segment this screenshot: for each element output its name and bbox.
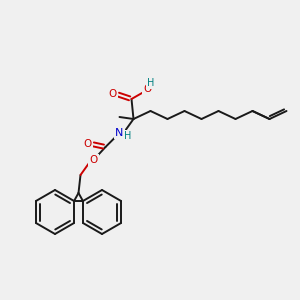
Text: O: O <box>89 155 98 165</box>
Text: H: H <box>124 131 131 141</box>
Text: O: O <box>83 139 92 149</box>
Text: H: H <box>147 78 154 88</box>
Text: O: O <box>143 84 152 94</box>
Text: N: N <box>115 128 124 138</box>
Text: O: O <box>108 89 117 99</box>
